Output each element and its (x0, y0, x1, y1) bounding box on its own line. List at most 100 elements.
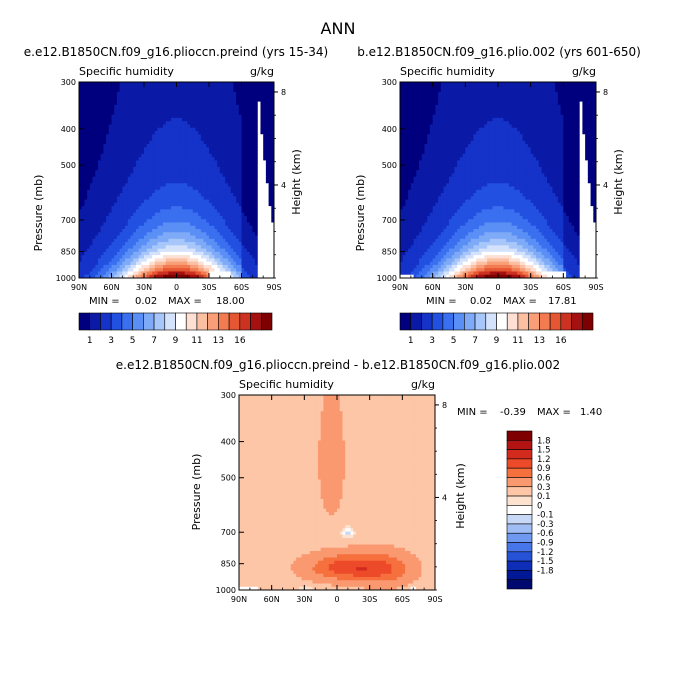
contour-cell (171, 98, 174, 102)
contour-cell (206, 124, 209, 128)
contour-cell (168, 239, 171, 243)
contour-cell (98, 249, 101, 253)
contour-cell (231, 213, 234, 217)
contour-cell (260, 187, 263, 191)
contour-cell (217, 268, 220, 272)
contour-cell (177, 196, 180, 200)
contour-cell (125, 265, 128, 269)
contour-cell (425, 89, 428, 93)
contour-cell (252, 258, 255, 262)
contour-cell (255, 157, 258, 161)
contour-cell (155, 138, 158, 142)
contour-cell (244, 258, 247, 262)
contour-cell (133, 173, 136, 177)
contour-cell (403, 82, 406, 86)
contour-cell (206, 200, 209, 204)
contour-cell (117, 216, 120, 220)
contour-cell (122, 124, 125, 128)
contour-cell (101, 167, 104, 171)
contour-cell (122, 206, 125, 210)
contour-cell (512, 89, 515, 93)
contour-cell (160, 177, 163, 181)
contour-cell (149, 98, 152, 102)
contour-cell (217, 124, 220, 128)
contour-cell (408, 85, 411, 89)
contour-cell (147, 268, 150, 272)
contour-cell (585, 85, 588, 89)
contour-cell (544, 92, 547, 96)
contour-cell (152, 239, 155, 243)
contour-cell (474, 98, 477, 102)
contour-cell (225, 170, 228, 174)
contour-cell (563, 98, 566, 102)
contour-cell (212, 118, 215, 122)
contour-cell (201, 265, 204, 269)
contour-cell (166, 160, 169, 164)
contour-cell (152, 262, 155, 266)
contour-cell (236, 102, 239, 106)
contour-cell (236, 245, 239, 249)
contour-cell (252, 98, 255, 102)
contour-cell (206, 268, 209, 272)
contour-cell (225, 252, 228, 256)
contour-cell (225, 164, 228, 168)
contour-cell (252, 193, 255, 197)
contour-cell (103, 121, 106, 125)
contour-cell (152, 255, 155, 259)
contour-cell (179, 151, 182, 155)
contour-cell (171, 157, 174, 161)
contour-cell (133, 245, 136, 249)
contour-cell (269, 147, 272, 151)
contour-cell (558, 92, 561, 96)
contour-cell (136, 128, 139, 132)
contour-cell (460, 85, 463, 89)
contour-cell (531, 105, 534, 109)
contour-cell (263, 144, 266, 148)
contour-cell (263, 196, 266, 200)
contour-cell (474, 92, 477, 96)
contour-cell (231, 239, 234, 243)
x-tick-label: 90S (266, 283, 281, 292)
contour-cell (98, 180, 101, 184)
contour-cell (250, 249, 253, 253)
contour-cell (120, 232, 123, 236)
contour-cell (90, 121, 93, 125)
contour-cell (112, 134, 115, 138)
contour-cell (98, 98, 101, 102)
contour-cell (177, 128, 180, 132)
contour-cell (179, 249, 182, 253)
contour-cell (258, 196, 261, 200)
contour-cell (158, 170, 161, 174)
contour-cell (177, 92, 180, 96)
contour-cell (166, 147, 169, 151)
contour-cell (269, 124, 272, 128)
contour-cell (233, 258, 236, 262)
contour-cell (201, 232, 204, 236)
contour-cell (144, 124, 147, 128)
contour-cell (247, 160, 250, 164)
contour-cell (112, 180, 115, 184)
contour-cell (214, 180, 217, 184)
contour-cell (136, 131, 139, 135)
contour-cell (225, 144, 228, 148)
contour-cell (201, 213, 204, 217)
contour-cell (263, 98, 266, 102)
contour-cell (260, 229, 263, 233)
contour-cell (130, 95, 133, 99)
contour-cell (201, 134, 204, 138)
contour-cell (87, 144, 90, 148)
contour-cell (195, 138, 198, 142)
contour-cell (220, 151, 223, 155)
contour-cell (93, 157, 96, 161)
contour-cell (523, 85, 526, 89)
contour-cell (112, 249, 115, 253)
contour-cell (493, 105, 496, 109)
contour-cell (174, 196, 177, 200)
contour-cell (95, 147, 98, 151)
contour-cell (195, 170, 198, 174)
contour-cell (206, 173, 209, 177)
contour-cell (84, 102, 87, 106)
contour-cell (201, 229, 204, 233)
contour-cell (120, 154, 123, 158)
contour-cell (591, 95, 594, 99)
